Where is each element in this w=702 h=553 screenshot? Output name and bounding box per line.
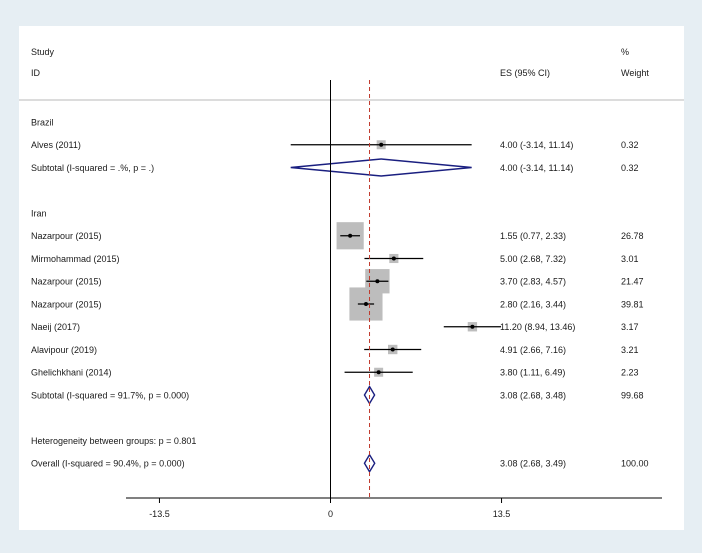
subtotal-weight-text: 99.68 (621, 390, 644, 400)
study-label: Naeij (2017) (31, 322, 80, 332)
study-ci-text: 11.20 (8.94, 13.46) (500, 322, 575, 332)
study-ci-text: 3.80 (1.11, 6.49) (500, 368, 565, 378)
study-label: Nazarpour (2015) (31, 277, 102, 287)
subtotal-diamond (363, 385, 376, 405)
study-point (375, 279, 380, 284)
study-label: Alavipour (2019) (31, 345, 97, 355)
subtotal-diamond (290, 158, 472, 177)
study-weight-text: 2.23 (621, 368, 639, 378)
study-label: Nazarpour (2015) (31, 231, 102, 241)
study-point (363, 302, 368, 306)
study-point (348, 233, 353, 238)
x-tick-label: 13.5 (493, 509, 511, 519)
study-label: Alves (2011) (31, 140, 81, 150)
group-label: Brazil (31, 117, 54, 127)
study-label: Ghelichkhani (2014) (31, 368, 112, 378)
header-id: ID (31, 68, 41, 78)
heterogeneity-note: Heterogeneity between groups: p = 0.801 (31, 436, 196, 446)
study-weight-text: 3.01 (621, 254, 639, 264)
overall-ci-text: 3.08 (2.68, 3.49) (500, 459, 566, 469)
forest-plot-panel: Study ID ES (95% CI)% Weight Brazil Alves (2… (19, 26, 684, 530)
study-weight-text: 3.21 (621, 345, 639, 355)
header-study: Study (31, 47, 55, 57)
header-weight: Weight (621, 68, 649, 78)
forest-plot-svg: Study ID ES (95% CI)% Weight Brazil Alves (2… (19, 47, 684, 519)
x-tick-label: -13.5 (149, 509, 170, 519)
study-weight-text: 0.32 (621, 140, 639, 150)
study-weight-text: 39.81 (621, 299, 644, 309)
study-ci-text: 5.00 (2.68, 7.32) (500, 254, 566, 264)
study-weight-text: 3.17 (621, 322, 639, 332)
study-point (376, 370, 381, 375)
subtotal-label: Subtotal (I-squared = 91.7%, p = 0.000) (31, 390, 189, 400)
study-point (390, 347, 395, 352)
subtotal-ci-text: 4.00 (-3.14, 11.14) (500, 163, 573, 173)
overall-weight-text: 100.00 (621, 459, 649, 469)
x-tick-label: 0 (328, 509, 333, 519)
group-label: Iran (31, 208, 47, 218)
study-ci-text: 3.70 (2.83, 4.57) (500, 277, 566, 287)
study-point (470, 324, 475, 329)
study-point (391, 256, 396, 261)
study-weight-text: 26.78 (621, 231, 644, 241)
study-weight-text: 21.47 (621, 277, 644, 287)
study-label: Nazarpour (2015) (31, 299, 102, 309)
header-es-ci: ES (95% CI) (500, 68, 550, 78)
overall-label: Overall (I-squared = 90.4%, p = 0.000) (31, 459, 185, 469)
subtotal-weight-text: 0.32 (621, 163, 639, 173)
subtotal-label: Subtotal (I-squared = .%, p = .) (31, 163, 154, 173)
study-ci-text: 4.91 (2.66, 7.16) (500, 345, 566, 355)
subtotal-ci-text: 3.08 (2.68, 3.48) (500, 390, 566, 400)
study-label: Mirmohammad (2015) (31, 254, 120, 264)
overall-diamond (363, 453, 376, 474)
study-point (379, 142, 384, 147)
study-ci-text: 4.00 (-3.14, 11.14) (500, 140, 573, 150)
study-ci-text: 2.80 (2.16, 3.44) (500, 299, 566, 309)
study-ci-text: 1.55 (0.77, 2.33) (500, 231, 566, 241)
header-percent: % (621, 47, 629, 57)
